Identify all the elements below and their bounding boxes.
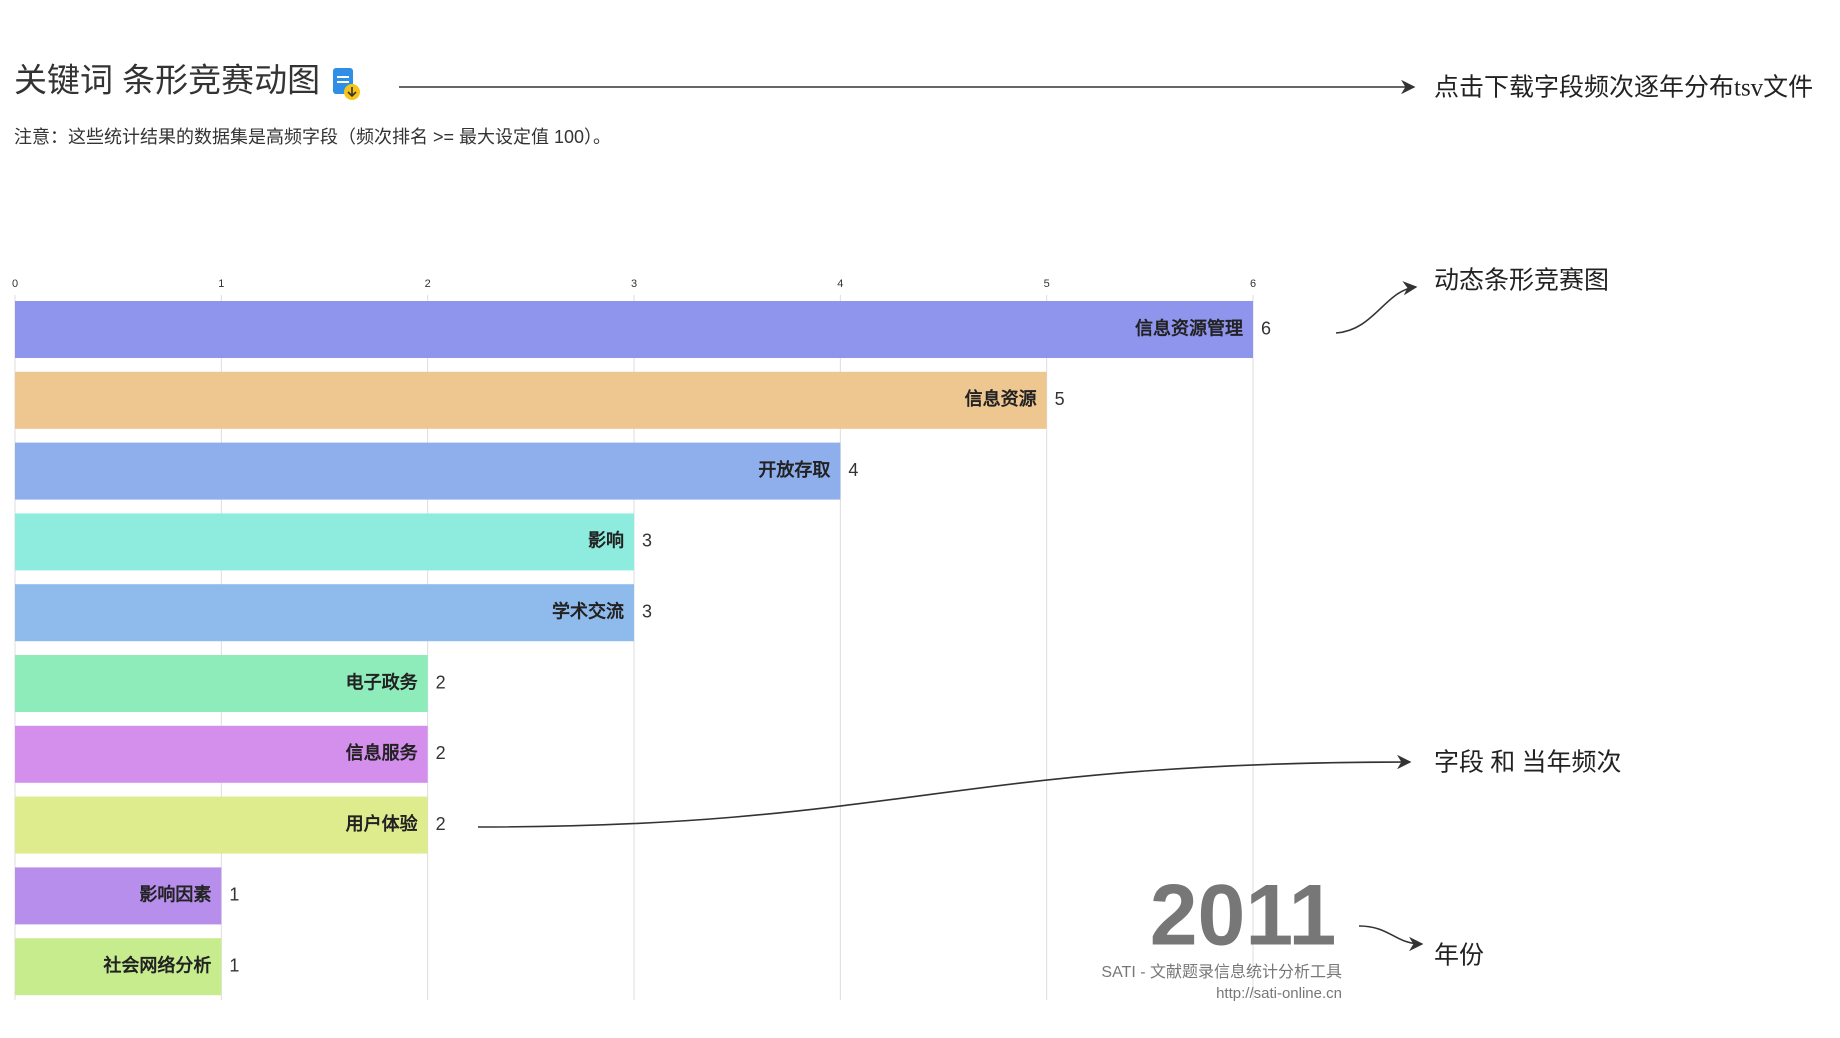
x-tick-label: 1: [218, 278, 224, 290]
bars: 信息资源管理 6 信息资源 5 开放存取 4 影响 3 学术交流 3 电子政务 2 信息服务 2 用户体验 2…: [15, 301, 1271, 996]
bar: [15, 371, 1047, 429]
x-tick-label: 3: [631, 278, 637, 290]
footer: SATI - 文献题录信息统计分析工具: [1101, 963, 1342, 981]
bar: [15, 938, 222, 996]
arrow: [1358, 925, 1424, 952]
annotation[interactable]: 点击下载字段频次逐年分布tsv文件: [1434, 74, 1813, 102]
year-label: 2011: [1150, 868, 1337, 964]
x-tick-label: 6: [1250, 278, 1256, 290]
arrow: [477, 754, 1412, 828]
chart-subtitle: 注意：这些统计结果的数据集是高频字段（频次排名 >= 最大设定值 100）。: [14, 127, 611, 147]
value-label: 3: [642, 531, 652, 551]
annotation: 年份: [1434, 942, 1484, 970]
bar-category-label: 影响因素: [139, 884, 211, 905]
value-label: 4: [848, 460, 858, 480]
value-label: 2: [436, 743, 446, 763]
arrow: [1335, 281, 1418, 334]
bar-category-label: 电子政务: [346, 671, 419, 692]
bar: [15, 867, 222, 925]
bar-category-label: 信息资源: [965, 388, 1037, 409]
download-icon[interactable]: [333, 68, 360, 100]
value-label: 2: [436, 814, 446, 834]
bar-category-label: 影响: [588, 530, 624, 551]
value-label: 3: [642, 601, 652, 621]
value-label: 6: [1261, 318, 1271, 338]
value-label: 5: [1055, 389, 1065, 409]
bar-category-label: 开放存取: [758, 459, 831, 480]
x-tick-label: 2: [425, 278, 431, 290]
bar: [15, 796, 428, 854]
annotation: 动态条形竞赛图: [1434, 267, 1609, 295]
x-tick-label: 4: [837, 278, 843, 290]
bar-category-label: 用户体验: [346, 813, 419, 834]
annotation: 字段 和 当年频次: [1434, 749, 1622, 777]
bar-category-label: 信息服务: [346, 742, 419, 763]
value-label: 1: [229, 885, 239, 905]
bar-category-label: 社会网络分析: [103, 954, 211, 975]
value-label: 1: [229, 955, 239, 975]
bar: [15, 513, 634, 571]
value-label: 2: [436, 672, 446, 692]
bar: [15, 725, 428, 783]
x-tick-label: 0: [12, 278, 18, 290]
bar: [15, 655, 428, 712]
footer-url: http://sati-online.cn: [1216, 985, 1342, 1002]
chart-title: 关键词 条形竞赛动图: [14, 62, 320, 99]
bar: [15, 301, 1253, 358]
bar-category-label: 信息资源管理: [1135, 317, 1243, 338]
x-tick-label: 5: [1044, 278, 1050, 290]
bar-category-label: 学术交流: [552, 600, 624, 621]
bar: [15, 584, 634, 642]
bar: [15, 442, 841, 500]
